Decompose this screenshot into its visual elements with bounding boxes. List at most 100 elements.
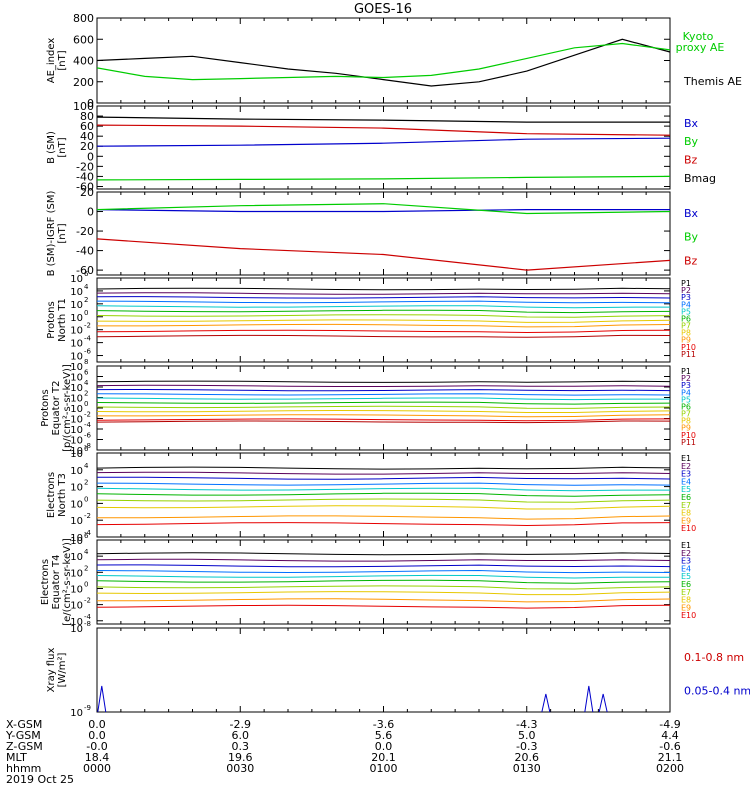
series-line-kyoto-proxy-ae: [96, 42, 671, 81]
y-axis-label: [e/(cm²-s-sr-keV)]: [62, 538, 73, 626]
y-axis-label: Equator T2: [51, 381, 62, 436]
y-tick-label: 100: [73, 100, 94, 113]
y-tick-label: 20: [80, 140, 94, 153]
y-tick-label: 10: [70, 300, 83, 311]
legend-entry: Bz: [684, 154, 698, 167]
y-axis-label: AE_index: [46, 38, 57, 84]
y-tick-exponent: -6: [84, 432, 92, 440]
channel-line-E6: [96, 492, 671, 497]
legend-entry: 0.05-0.4 nm: [684, 684, 750, 697]
legend-entry: P3: [681, 293, 691, 302]
legend-entry: P10: [681, 431, 696, 440]
y-tick-label: 10: [70, 708, 83, 719]
y-axis-label: Xray flux: [46, 648, 57, 693]
legend-entry: E3: [681, 470, 691, 479]
legend-entry: E6: [681, 493, 691, 502]
series-line-by: [96, 175, 671, 181]
legend-entry: P11: [681, 350, 696, 359]
legend-entry: P7: [681, 322, 691, 331]
x-axis-value: 0.0: [88, 729, 106, 742]
channel-line-E9: [97, 598, 671, 603]
y-tick-exponent: -4: [84, 529, 92, 537]
y-tick-label: 10: [70, 362, 83, 373]
y-tick-exponent: 6: [84, 445, 89, 453]
x-axis-value: 18.4: [85, 751, 110, 764]
series-line-themis-ae: [96, 38, 671, 87]
x-axis-table: X-GSM 0.0 -2.9 -3.6 -4.3 -4.9 Y-GSM 0.0 6.0 5.6 5.…: [5, 718, 684, 786]
channel-line-E4: [96, 569, 671, 574]
legend-entry: Bx: [684, 117, 699, 130]
y-axis-label: [p/(cm²-s-sr-keV)]: [62, 364, 73, 452]
y-tick-exponent: -9: [84, 704, 91, 712]
y-tick-label: 10: [70, 394, 83, 405]
y-axis-label: Protons: [40, 389, 51, 426]
channel-line-P2: [96, 384, 671, 387]
panel-5: Protons Equator T2 [p/(cm²-s-sr-keV)]10 810…: [40, 358, 696, 457]
y-tick-label: 10: [70, 516, 83, 527]
x-axis-value: 19.6: [228, 751, 253, 764]
legend-entry: P6: [681, 402, 691, 411]
channel-line-E7: [96, 585, 671, 590]
x-axis-value: -0.6: [659, 740, 680, 753]
y-tick-exponent: -8: [84, 620, 91, 628]
legend-entry: 0.1-0.8 nm: [684, 651, 744, 664]
y-tick-exponent: 2: [84, 296, 88, 304]
legend-entry: E8: [681, 509, 691, 518]
y-tick-exponent: 2: [84, 479, 88, 487]
x-axis-row-label: X-GSM: [6, 718, 42, 731]
y-axis-label: North T1: [57, 298, 68, 342]
y-tick-exponent: 0: [84, 495, 88, 503]
channel-line-E7: [96, 498, 671, 503]
channel-line-E4: [96, 482, 671, 486]
y-tick-label: -20: [76, 225, 94, 238]
series-line-by: [96, 203, 671, 215]
y-tick-exponent: 0: [84, 400, 88, 408]
y-tick-label: 10: [70, 373, 83, 384]
channel-line-P8: [96, 409, 671, 413]
x-axis-value: -4.9: [659, 718, 680, 731]
channel-line-E3: [96, 564, 671, 568]
legend-entry: P6: [681, 314, 691, 323]
y-tick-label: 200: [73, 76, 94, 89]
x-axis-value: -3.6: [373, 718, 394, 731]
x-axis-value: 0030: [226, 762, 254, 775]
panel-2: B (SM) [nT]-60-40-20020406080100BxByBzBma…: [46, 100, 716, 193]
y-tick-label: 10: [70, 552, 83, 563]
channel-line-P4: [96, 300, 671, 304]
y-tick-exponent: -4: [84, 613, 92, 621]
y-tick-label: 600: [73, 33, 94, 46]
legend-entry: E9: [681, 516, 691, 525]
channel-line-E5: [96, 574, 670, 579]
y-tick-exponent: -6: [84, 348, 92, 356]
legend-entry: P11: [681, 438, 696, 447]
legend-entry: E10: [681, 611, 696, 620]
y-tick-label: 20: [80, 186, 94, 199]
y-axis-label: B (SM): [46, 131, 57, 164]
channel-line-P1: [96, 380, 671, 383]
legend-entry: P5: [681, 395, 691, 404]
channel-line-E10: [96, 522, 671, 527]
channel-line-E3: [96, 476, 671, 480]
legend-entry: E5: [681, 485, 691, 494]
panel-8: Xray flux [W/m²]10 -810 -90.1-0.8 nm0.05-0.…: [46, 620, 750, 719]
xray-spike: [598, 693, 608, 713]
legend-entry: E6: [681, 580, 691, 589]
y-tick-label: 10: [70, 617, 83, 628]
channel-line-P9: [97, 414, 671, 418]
x-axis-value: -2.9: [230, 718, 251, 731]
legend-entry: Kyoto: [683, 30, 714, 43]
y-tick-label: 0: [87, 97, 94, 110]
channel-line-E9: [97, 515, 671, 520]
y-axis-label: B (SM)-IGRF (SM): [46, 191, 57, 277]
y-tick-exponent: 2: [84, 390, 88, 398]
x-axis-value: 5.0: [518, 729, 536, 742]
channel-line-P10: [96, 329, 671, 334]
legend-entry: P4: [681, 300, 691, 309]
y-tick-label: 0: [87, 206, 94, 219]
legend-entry: P7: [681, 410, 691, 419]
y-tick-label: 10: [70, 483, 83, 494]
xray-spike: [541, 693, 551, 713]
legend-entry: E2: [681, 462, 691, 471]
